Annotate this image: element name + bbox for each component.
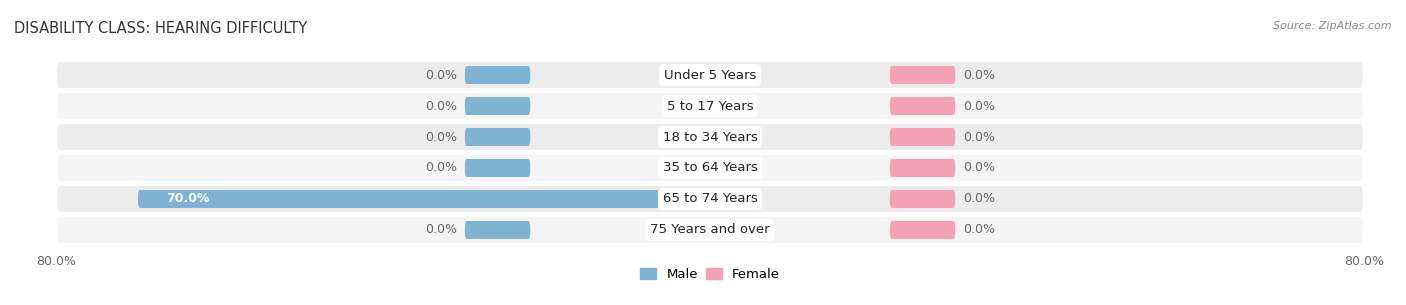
Text: 0.0%: 0.0% [963, 161, 995, 174]
Text: 0.0%: 0.0% [963, 192, 995, 206]
Text: 0.0%: 0.0% [963, 99, 995, 113]
FancyBboxPatch shape [56, 92, 1364, 120]
FancyBboxPatch shape [890, 190, 955, 208]
FancyBboxPatch shape [56, 123, 1364, 151]
FancyBboxPatch shape [890, 159, 955, 177]
FancyBboxPatch shape [138, 190, 710, 208]
FancyBboxPatch shape [890, 97, 955, 115]
FancyBboxPatch shape [56, 185, 1364, 213]
Text: 35 to 64 Years: 35 to 64 Years [662, 161, 758, 174]
FancyBboxPatch shape [890, 66, 955, 84]
FancyBboxPatch shape [465, 221, 530, 239]
Text: 0.0%: 0.0% [963, 224, 995, 236]
Text: 5 to 17 Years: 5 to 17 Years [666, 99, 754, 113]
Text: 70.0%: 70.0% [166, 192, 209, 206]
Text: 65 to 74 Years: 65 to 74 Years [662, 192, 758, 206]
Text: DISABILITY CLASS: HEARING DIFFICULTY: DISABILITY CLASS: HEARING DIFFICULTY [14, 21, 308, 36]
Text: Source: ZipAtlas.com: Source: ZipAtlas.com [1274, 21, 1392, 31]
FancyBboxPatch shape [56, 154, 1364, 182]
FancyBboxPatch shape [465, 66, 530, 84]
Text: 0.0%: 0.0% [425, 224, 457, 236]
FancyBboxPatch shape [56, 216, 1364, 244]
Text: 0.0%: 0.0% [425, 131, 457, 144]
Text: 0.0%: 0.0% [963, 131, 995, 144]
Text: 0.0%: 0.0% [963, 69, 995, 81]
FancyBboxPatch shape [465, 159, 530, 177]
FancyBboxPatch shape [465, 128, 530, 146]
FancyBboxPatch shape [56, 61, 1364, 89]
Text: 18 to 34 Years: 18 to 34 Years [662, 131, 758, 144]
Text: 75 Years and over: 75 Years and over [650, 224, 770, 236]
Text: 0.0%: 0.0% [425, 99, 457, 113]
FancyBboxPatch shape [890, 128, 955, 146]
Legend: Male, Female: Male, Female [634, 263, 786, 286]
Text: 0.0%: 0.0% [425, 69, 457, 81]
Text: 0.0%: 0.0% [425, 161, 457, 174]
FancyBboxPatch shape [465, 97, 530, 115]
FancyBboxPatch shape [890, 221, 955, 239]
Text: Under 5 Years: Under 5 Years [664, 69, 756, 81]
